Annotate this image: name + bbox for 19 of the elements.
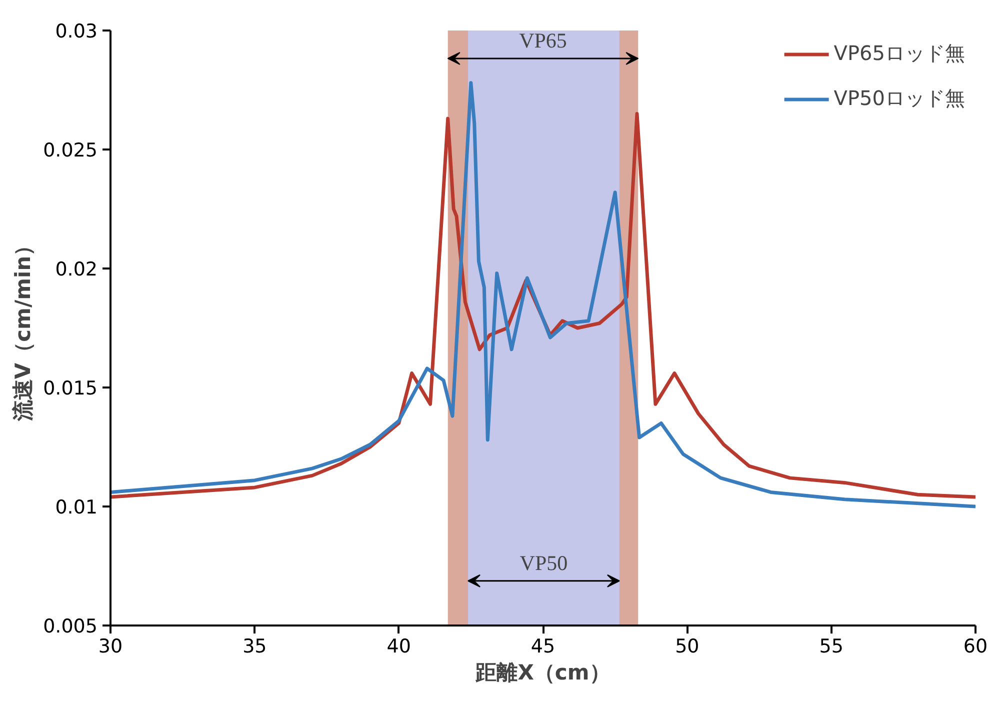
legend-label: VP50ロッド無 bbox=[834, 85, 965, 112]
x-tick-label: 40 bbox=[386, 636, 411, 658]
x-tick-label: 45 bbox=[530, 636, 556, 658]
band-label: VP65 bbox=[519, 28, 567, 52]
x-tick-label: 30 bbox=[98, 636, 123, 658]
y-tick-label: 0.005 bbox=[43, 616, 98, 638]
y-tick-label: 0.015 bbox=[43, 378, 98, 400]
x-tick-label: 50 bbox=[675, 636, 700, 658]
y-axis-title: 流速V（cm/min） bbox=[11, 234, 36, 422]
x-tick-label: 60 bbox=[963, 636, 988, 658]
x-axis-title: 距離X（cm） bbox=[474, 660, 610, 684]
x-tick-label: 35 bbox=[242, 636, 267, 658]
y-tick-label: 0.02 bbox=[55, 258, 98, 280]
y-tick-label: 0.025 bbox=[43, 140, 98, 162]
x-tick-label: 55 bbox=[819, 636, 844, 658]
y-tick-label: 0.03 bbox=[55, 20, 98, 42]
y-tick-label: 0.01 bbox=[55, 496, 98, 518]
legend-label: VP65ロッド無 bbox=[834, 40, 965, 67]
band-label: VP50 bbox=[520, 550, 568, 575]
